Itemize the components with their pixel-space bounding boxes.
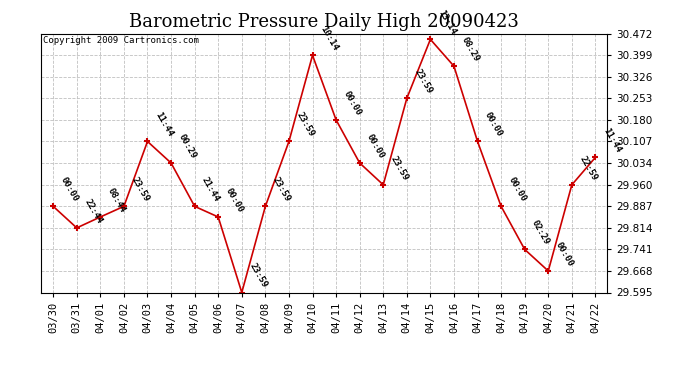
Text: 00:00: 00:00 [554,240,575,268]
Text: Copyright 2009 Cartronics.com: Copyright 2009 Cartronics.com [43,36,199,45]
Text: 00:00: 00:00 [224,186,245,214]
Text: 00:00: 00:00 [483,111,504,139]
Text: 13:14: 13:14 [436,9,457,37]
Text: 00:29: 00:29 [177,132,198,160]
Title: Barometric Pressure Daily High 20090423: Barometric Pressure Daily High 20090423 [129,13,520,31]
Text: 21:44: 21:44 [200,176,221,204]
Text: 10:14: 10:14 [318,25,339,52]
Text: 00:00: 00:00 [506,176,528,204]
Text: 11:44: 11:44 [153,111,175,139]
Text: 22:44: 22:44 [82,197,104,225]
Text: 23:59: 23:59 [247,262,268,290]
Text: 23:59: 23:59 [413,68,433,96]
Text: 22:59: 22:59 [578,154,599,182]
Text: 00:00: 00:00 [59,176,80,204]
Text: 23:59: 23:59 [271,176,292,204]
Text: 00:00: 00:00 [342,89,363,117]
Text: 00:00: 00:00 [365,132,386,160]
Text: 02:29: 02:29 [530,219,551,247]
Text: 23:59: 23:59 [388,154,410,182]
Text: 23:59: 23:59 [295,111,316,139]
Text: 11:44: 11:44 [601,127,622,154]
Text: 08:29: 08:29 [460,36,481,63]
Text: 08:44: 08:44 [106,186,127,214]
Text: 23:59: 23:59 [130,176,150,204]
